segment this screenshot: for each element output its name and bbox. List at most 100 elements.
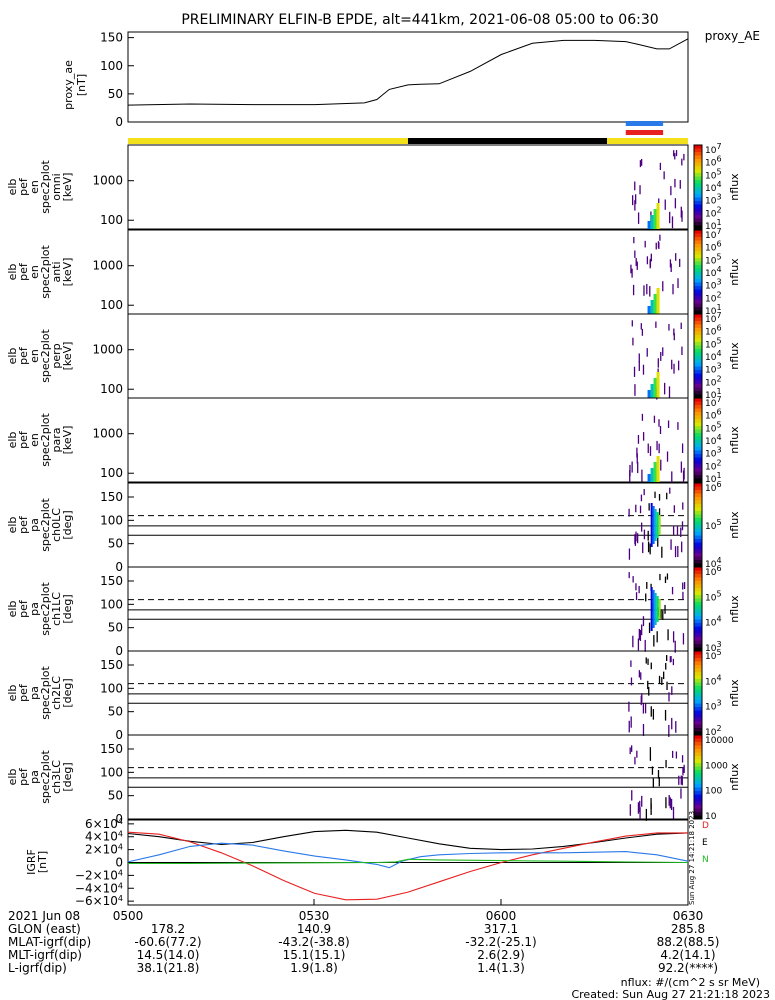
colorbar-cell xyxy=(694,749,702,753)
igrf-ytick-label: −6×104 xyxy=(75,894,123,909)
orbit-row-value: 15.1(15.1) xyxy=(283,948,346,962)
colorbar-cell xyxy=(694,373,702,378)
orbit-row-value: 2.6(2.9) xyxy=(477,948,525,962)
colorbar-label: nflux xyxy=(728,426,741,454)
spectrogram-ylabel-line: spec2plot xyxy=(39,160,52,214)
colorbar-cell xyxy=(694,349,702,353)
colorbar-cell xyxy=(694,296,702,301)
colorbar-cell xyxy=(694,166,702,170)
colorbar-cell xyxy=(694,675,702,680)
colorbar-cell xyxy=(694,314,702,318)
created-note: Created: Sun Aug 27 21:21:18 2023 xyxy=(571,988,770,1000)
orbit-row-label: MLAT-igrf(dip) xyxy=(8,935,91,949)
colorbar-cell xyxy=(694,738,702,743)
igrf-legend-N: N xyxy=(702,855,709,865)
colorbar-cell xyxy=(694,777,702,781)
colorbar-tick-label: 103 xyxy=(705,698,722,713)
colorbar-cell xyxy=(694,791,702,795)
colorbar-cell xyxy=(694,440,702,444)
colorbar-cell xyxy=(694,159,702,163)
spectrogram-ytick-label: 1000 xyxy=(92,343,123,357)
colorbar-cell xyxy=(694,654,702,659)
spectrogram-ytick-label: 0 xyxy=(115,560,123,574)
colorbar-cell xyxy=(694,812,702,816)
colorbar-cell xyxy=(694,707,702,711)
colorbar-cell xyxy=(694,370,702,374)
ae-ytick-label: 0 xyxy=(115,115,123,129)
colorbar-cell xyxy=(694,581,702,585)
flux-patch xyxy=(656,596,659,622)
orbit-row-value: 4.2(14.1) xyxy=(660,948,715,962)
colorbar-cell xyxy=(694,429,702,434)
colorbar-cell xyxy=(694,651,702,655)
ae-ylabel-line: [nT] xyxy=(75,74,88,96)
plot-title: PRELIMINARY ELFIN-B EPDE, alt=441km, 202… xyxy=(181,12,658,28)
status-marker xyxy=(625,121,664,126)
colorbar-cell xyxy=(694,254,702,259)
colorbar-cell xyxy=(694,815,702,820)
flux-patch xyxy=(647,474,651,482)
spectrogram-ylabel-line: pa xyxy=(28,602,41,616)
colorbar-cell xyxy=(694,504,702,508)
colorbar-cell xyxy=(694,770,702,774)
orbit-row-value: -32.2(-25.1) xyxy=(465,935,536,949)
colorbar-cell xyxy=(694,310,702,315)
colorbar-cell xyxy=(694,640,702,645)
colorbar-tick-label: 10 xyxy=(705,812,717,822)
colorbar-cell xyxy=(694,623,702,627)
colorbar-cell xyxy=(694,222,702,226)
colorbar-cell xyxy=(694,468,702,472)
colorbar-cell xyxy=(694,742,702,746)
spectrogram-ylabel-line: ch0LC xyxy=(50,508,63,542)
colorbar-cell xyxy=(694,752,702,757)
colorbar-cell xyxy=(694,208,702,212)
colorbar-cell xyxy=(694,728,702,732)
spectrogram-ytick-label: 50 xyxy=(108,537,123,551)
spectrogram-ylabel-line: pa xyxy=(28,770,41,784)
spectrogram-ylabel-line: elb xyxy=(6,517,19,534)
colorbar-cell xyxy=(694,493,702,498)
igrf-legend-E: E xyxy=(702,838,708,848)
colorbar-cell xyxy=(694,658,702,662)
colorbar-cell xyxy=(694,637,702,641)
colorbar-label: nflux xyxy=(728,258,741,286)
spectrogram-ylabel-line: pef xyxy=(17,515,30,534)
colorbar-tick-label: 100 xyxy=(705,787,722,797)
orbit-row-value: 1.4(1.3) xyxy=(477,961,525,975)
colorbar-cell xyxy=(694,766,702,771)
spectrogram-ylabel-line: spec2plot xyxy=(39,750,52,804)
colorbar-cell xyxy=(694,169,702,174)
colorbar-tick-label: 104 xyxy=(705,614,722,629)
colorbar-cell xyxy=(694,335,702,339)
colorbar-cell xyxy=(694,457,702,462)
spectrogram-ytick-label: 100 xyxy=(100,466,123,480)
colorbar-cell xyxy=(694,307,702,311)
flux-patch xyxy=(650,215,654,229)
spectrogram-ylabel-line: elb xyxy=(6,348,19,365)
status-marker xyxy=(625,130,664,135)
colorbar-cell xyxy=(694,647,702,652)
colorbar-cell xyxy=(694,275,702,280)
colorbar-cell xyxy=(694,194,702,198)
spectrogram-frame xyxy=(127,566,689,652)
spectrogram-ytick-label: 100 xyxy=(100,298,123,312)
colorbar-cell xyxy=(694,514,702,519)
x-tick-label: 0500 xyxy=(113,909,144,923)
colorbar-cell xyxy=(694,225,702,230)
orbit-row-value: 88.2(88.5) xyxy=(657,935,720,949)
colorbar-cell xyxy=(694,724,702,729)
orbit-row-value: 1.9(1.8) xyxy=(290,961,338,975)
spectrogram-ylabel-line: pef xyxy=(17,177,30,196)
colorbar-cell xyxy=(694,204,702,209)
colorbar-cell xyxy=(694,798,702,802)
spectrogram-ylabel-line: pef xyxy=(17,430,30,449)
orbit-row-label: L-igrf(dip) xyxy=(8,961,67,975)
colorbar-label: nflux xyxy=(728,679,741,707)
orbit-row-label: MLT-igrf(dip) xyxy=(8,948,82,962)
colorbar-frame xyxy=(693,144,703,230)
spectrogram-ytick-label: 100 xyxy=(100,597,123,611)
colorbar-cell xyxy=(694,180,702,184)
colorbar-cell xyxy=(694,710,702,715)
